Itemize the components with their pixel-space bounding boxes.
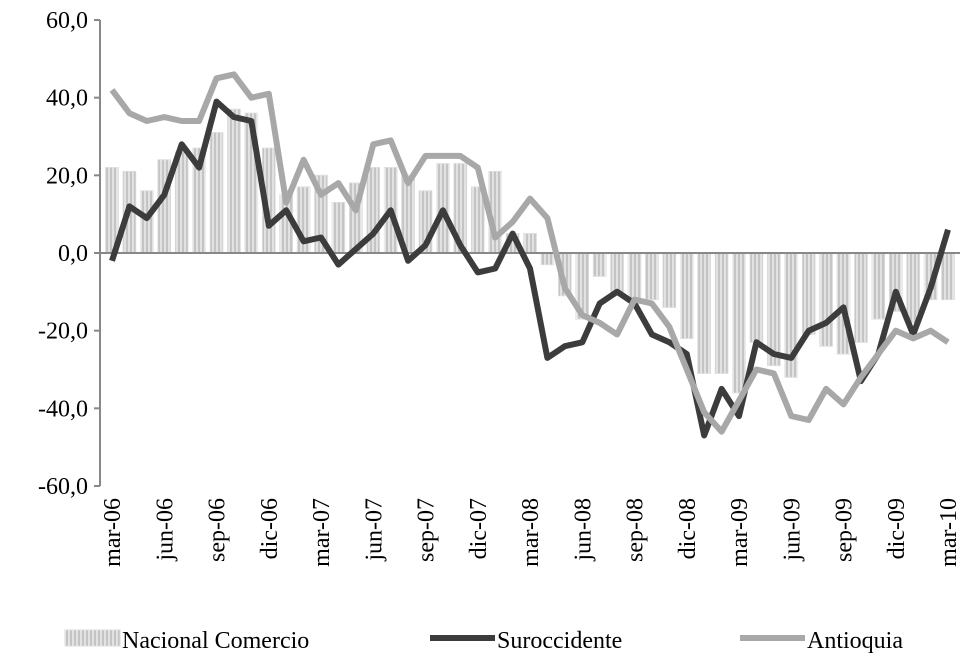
bar-hatch bbox=[680, 253, 694, 339]
bar-hatch bbox=[906, 253, 920, 323]
bar-hatch bbox=[663, 253, 676, 308]
x-tick-label: sep-06 bbox=[205, 498, 231, 562]
y-tick-label: 40,0 bbox=[46, 86, 88, 112]
bar-hatch bbox=[105, 167, 119, 253]
bar-hatch bbox=[872, 253, 885, 320]
bar-hatch bbox=[175, 152, 188, 253]
y-tick-label: 20,0 bbox=[46, 163, 88, 189]
bar-hatch bbox=[593, 253, 606, 277]
x-tick-label: sep-07 bbox=[414, 498, 440, 562]
bar-hatch bbox=[767, 253, 781, 366]
legend-label: Nacional Comercio bbox=[122, 628, 309, 654]
bar-hatch bbox=[645, 253, 659, 300]
bar-hatch bbox=[471, 186, 485, 253]
x-tick-label: jun-06 bbox=[152, 498, 178, 562]
bar-hatch bbox=[332, 202, 345, 253]
x-tick-label: mar-07 bbox=[309, 498, 335, 567]
bar-hatch bbox=[784, 253, 798, 378]
legend-label: Antioquia bbox=[807, 628, 903, 654]
x-tick-label: dic-08 bbox=[675, 498, 701, 559]
bar-hatch bbox=[750, 253, 763, 343]
bar-hatch bbox=[454, 163, 467, 253]
y-tick-label: -40,0 bbox=[38, 396, 88, 422]
bar-hatch bbox=[697, 253, 711, 374]
x-tick-label: mar-10 bbox=[936, 498, 960, 567]
bar-hatch bbox=[854, 253, 868, 343]
line bbox=[109, 98, 951, 439]
legend-label: Suroccidente bbox=[497, 628, 622, 654]
bar-hatch bbox=[210, 132, 223, 253]
y-tick-label: -60,0 bbox=[38, 474, 88, 500]
bar-hatch bbox=[401, 175, 415, 253]
bar-hatch bbox=[819, 253, 833, 347]
x-tick-label: mar-09 bbox=[727, 498, 753, 567]
x-tick-label: jun-07 bbox=[361, 498, 387, 562]
bar-hatch bbox=[628, 253, 641, 300]
x-tick-label: dic-06 bbox=[257, 498, 283, 559]
bar-hatch bbox=[732, 253, 746, 393]
bar-hatch bbox=[227, 109, 241, 253]
bar-hatch bbox=[192, 148, 206, 253]
line bbox=[109, 71, 950, 435]
bar-hatch bbox=[575, 253, 589, 320]
x-tick-label: dic-09 bbox=[884, 498, 910, 559]
legend-hatch bbox=[65, 630, 120, 646]
y-tick-label: 60,0 bbox=[46, 8, 88, 34]
x-tick-label: jun-09 bbox=[779, 498, 805, 562]
bar-hatch bbox=[715, 253, 728, 374]
x-tick-label: sep-09 bbox=[832, 498, 858, 562]
y-tick-label: 0,0 bbox=[58, 241, 88, 267]
bar-hatch bbox=[941, 253, 955, 300]
bar-hatch bbox=[140, 190, 154, 253]
x-tick-label: mar-06 bbox=[100, 498, 126, 567]
bar-hatch bbox=[610, 253, 624, 292]
bar-hatch bbox=[541, 253, 554, 265]
y-tick-label: -20,0 bbox=[38, 319, 88, 345]
x-tick-label: dic-07 bbox=[466, 498, 492, 559]
x-tick-label: sep-08 bbox=[623, 498, 649, 562]
x-tick-label: mar-08 bbox=[518, 498, 544, 567]
bar-hatch bbox=[802, 253, 815, 335]
bar-hatch bbox=[523, 233, 537, 253]
x-tick-label: jun-08 bbox=[570, 498, 596, 562]
